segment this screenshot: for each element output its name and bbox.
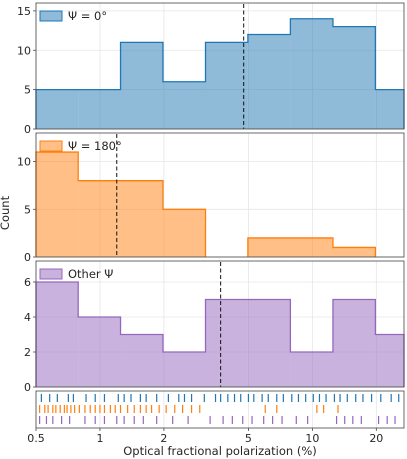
histogram-bar [332,299,376,387]
histogram-bar [332,26,376,129]
y-tick-label: 5 [24,203,31,216]
legend-label: Ψ = 0° [68,9,107,23]
histogram-bar [120,180,163,257]
histogram-bar [162,209,206,257]
histogram-bar [120,42,163,129]
x-tick-label: 20 [369,432,383,445]
histogram-outline [35,281,405,387]
y-tick-label: 6 [24,276,31,289]
panel-frame [35,2,405,130]
rug-area [36,391,404,428]
histogram-bar [78,180,121,257]
histogram-bar [36,282,79,387]
y-tick-label: 2 [24,346,31,359]
panel-1: 0 5 10 15 Ψ = 0° [17,2,405,136]
legend-label: Ψ = 180° [68,139,122,153]
y-tick-label: 10 [17,156,31,169]
legend-swatch [39,268,63,280]
x-tick-label: 2 [160,432,167,445]
x-axis-label: Optical fractional polarization (%) [123,444,317,458]
histogram-bar [375,334,404,387]
x-tick-label: 10 [305,432,319,445]
histogram-bar [205,42,248,129]
y-tick-label: 0 [24,251,31,264]
histogram-bar [162,81,206,129]
histogram-outline [35,18,405,129]
histogram-outline [35,151,377,257]
histogram-bar [290,18,333,129]
histogram-bar [36,89,79,129]
histogram-bar [120,334,163,387]
legend-swatch [39,140,63,152]
histogram-bar [290,352,333,387]
rug-frame [35,390,405,429]
panel-frame [35,132,405,258]
x-tick-label: 1 [96,432,103,445]
legend-swatch [39,10,63,22]
panel-3: 0 2 4 6 Other Ψ [24,260,405,394]
histogram-bar [205,299,248,387]
rug-panel [35,390,405,429]
histogram-bar [290,237,333,257]
histogram-bar [78,317,121,387]
histogram-bar [247,34,291,129]
y-tick-label: 10 [17,44,31,57]
panel-2: 0 5 10 Ψ = 180° [17,132,405,264]
legend-label: Other Ψ [68,267,113,281]
histogram-bar [162,352,206,387]
histogram-bar [375,89,404,129]
y-tick-label: 4 [24,311,31,324]
y-tick-label: 15 [17,5,31,18]
histogram-bar [332,247,376,257]
y-tick-label: 0 [24,381,31,394]
panel-frame [35,260,405,388]
y-axis-label: Count [0,195,12,230]
histogram-bar [78,89,121,129]
y-tick-label: 0 [24,123,31,136]
x-tick-label: 5 [245,432,252,445]
histogram-bar [247,237,291,257]
y-tick-label: 5 [24,84,31,97]
histogram-bar [247,299,291,387]
histogram-bar [36,152,79,257]
x-tick-label: 0.5 [27,432,45,445]
